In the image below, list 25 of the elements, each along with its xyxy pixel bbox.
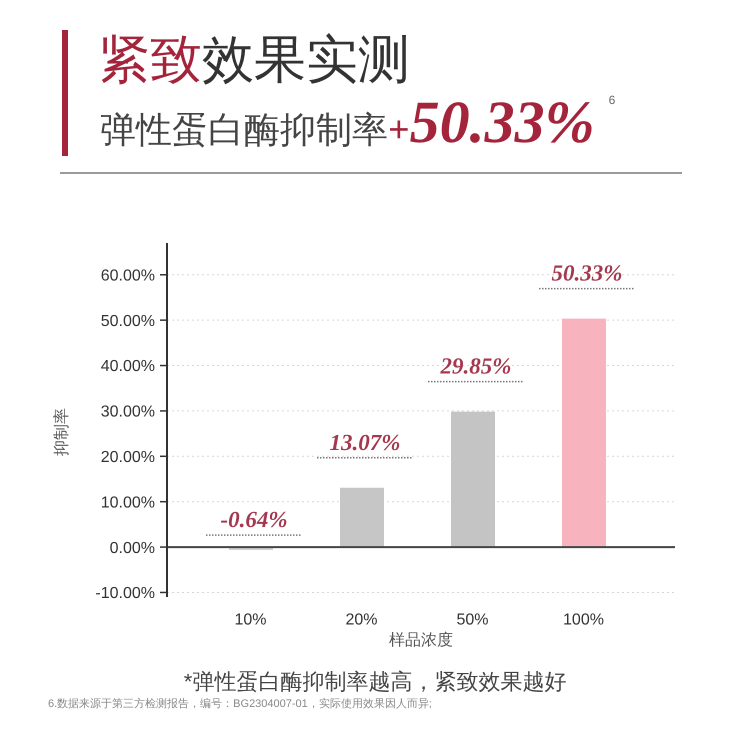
x-axis-title: 样品浓度 [389, 631, 453, 649]
x-tick-label: 20% [345, 611, 378, 628]
x-tick-label: 10% [234, 611, 267, 628]
x-tick-label: 50% [456, 611, 489, 628]
y-tick-label: 10.00% [100, 494, 155, 512]
bar [340, 488, 384, 548]
y-tick-label: -10.00% [95, 585, 155, 602]
data-label: 13.07% [330, 430, 400, 455]
y-tick-label: 20.00% [100, 448, 155, 466]
data-label: 29.85% [440, 354, 512, 379]
y-tick-label: 60.00% [100, 267, 155, 284]
bar [562, 318, 606, 548]
y-tick-label: 30.00% [100, 404, 155, 421]
data-label: 50.33% [552, 260, 622, 286]
bar [451, 412, 495, 548]
x-tick-label: 100% [563, 611, 604, 628]
text: 6.数据来源于第三方检测报告，编号：BG2304007-01，实际使用效果因人而异; [48, 697, 432, 711]
y-tick-label: 50.00% [100, 312, 155, 330]
y-tick-label: 0.00% [110, 540, 155, 557]
y-axis-title: 抑制率 [52, 408, 70, 456]
chart-subtitle: 弹性蛋白酶抑制率+50.33%$^{6}$ [100, 89, 616, 155]
text: *弹性蛋白酶抑制率越高，紧致效果越好 [184, 669, 566, 695]
y-tick-label: 40.00% [100, 358, 155, 376]
chart-title: 紧致效果实测 [98, 31, 410, 89]
data-label: -0.64% [220, 507, 288, 532]
